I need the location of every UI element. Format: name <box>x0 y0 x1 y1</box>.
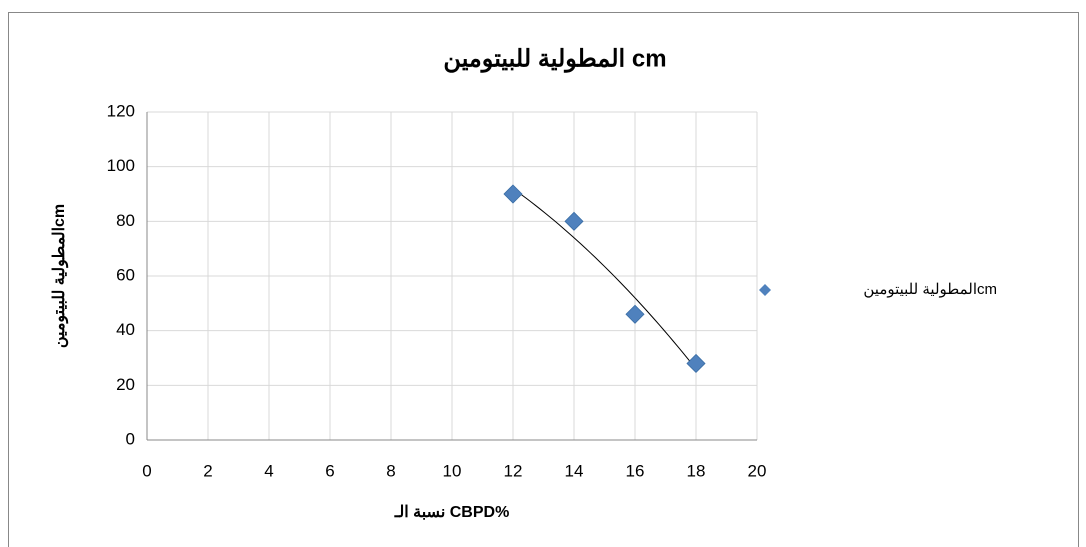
chart-title: المطولية للبيتومين cm <box>443 45 666 73</box>
legend-marker <box>759 284 771 296</box>
chart-frame <box>8 12 1079 547</box>
x-axis-label: نسبة الـ CBPD% <box>394 504 510 521</box>
x-tick-label: 20 <box>748 461 767 480</box>
x-tick-label: 10 <box>443 461 462 480</box>
x-tick-label: 14 <box>565 461 584 480</box>
x-tick-label: 18 <box>687 461 706 480</box>
x-tick-label: 8 <box>386 461 395 480</box>
y-axis-label: المطولية للبيتومينcm <box>51 204 69 348</box>
trendline <box>512 188 697 370</box>
legend-label: المطولية للبيتومينcm <box>863 281 997 298</box>
x-tick-label: 2 <box>203 461 212 480</box>
x-tick-label: 16 <box>626 461 645 480</box>
x-tick-label: 12 <box>504 461 523 480</box>
x-tick-label: 6 <box>325 461 334 480</box>
x-tick-label: 0 <box>142 461 151 480</box>
y-tick-label: 80 <box>116 211 135 230</box>
point <box>625 304 645 324</box>
y-tick-label: 60 <box>116 265 135 284</box>
y-tick-label: 100 <box>107 156 135 175</box>
point <box>503 184 523 204</box>
y-tick-label: 0 <box>126 429 135 448</box>
point <box>686 353 706 374</box>
point <box>564 211 584 231</box>
y-tick-label: 20 <box>116 375 135 394</box>
y-tick-label: 120 <box>107 101 135 120</box>
y-tick-label: 40 <box>116 320 135 339</box>
x-tick-label: 4 <box>264 461 273 480</box>
